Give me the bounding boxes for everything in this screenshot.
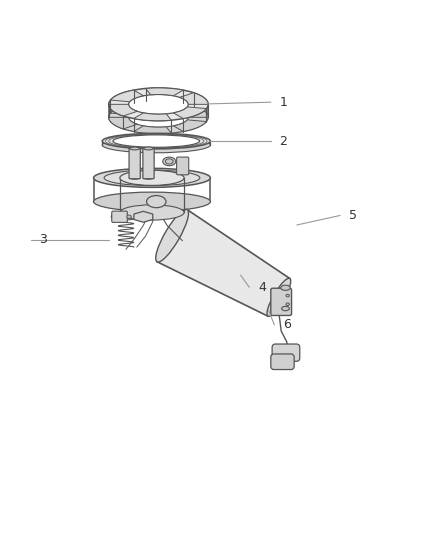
Ellipse shape [286,294,290,297]
FancyBboxPatch shape [177,157,189,175]
Ellipse shape [120,170,184,185]
Ellipse shape [129,94,188,114]
FancyBboxPatch shape [143,148,154,179]
Polygon shape [145,88,184,96]
Polygon shape [145,101,184,109]
FancyBboxPatch shape [129,148,140,179]
Polygon shape [109,117,138,129]
Ellipse shape [282,306,290,311]
Ellipse shape [109,88,208,121]
Polygon shape [180,106,208,117]
Ellipse shape [113,135,200,147]
Ellipse shape [104,170,200,185]
Ellipse shape [129,108,188,127]
Text: 6: 6 [283,318,291,332]
Polygon shape [134,113,171,121]
Ellipse shape [156,209,188,262]
Ellipse shape [127,215,131,219]
Ellipse shape [286,303,290,305]
Text: 1: 1 [279,95,287,109]
Polygon shape [157,209,290,316]
Ellipse shape [109,101,208,134]
FancyBboxPatch shape [271,288,292,316]
FancyBboxPatch shape [271,354,294,369]
Ellipse shape [130,176,139,179]
Text: 2: 2 [279,135,287,148]
Ellipse shape [102,133,210,149]
Ellipse shape [281,285,290,290]
Text: 3: 3 [39,233,47,246]
Ellipse shape [147,196,166,208]
Polygon shape [134,126,171,134]
Ellipse shape [166,159,173,164]
Polygon shape [110,90,144,102]
Ellipse shape [144,176,153,179]
Ellipse shape [94,168,210,188]
Ellipse shape [267,278,291,317]
Polygon shape [180,93,208,104]
Text: 5: 5 [349,209,357,222]
Polygon shape [173,120,206,132]
Text: 4: 4 [258,281,266,294]
Ellipse shape [120,205,184,220]
Polygon shape [134,211,153,222]
Ellipse shape [130,147,139,150]
Ellipse shape [163,157,176,166]
Ellipse shape [94,192,210,211]
Polygon shape [173,107,206,118]
Ellipse shape [111,212,128,222]
Polygon shape [109,104,138,116]
Polygon shape [110,103,144,115]
Ellipse shape [144,147,153,150]
Ellipse shape [102,137,210,153]
FancyBboxPatch shape [272,344,300,361]
FancyBboxPatch shape [112,211,127,222]
